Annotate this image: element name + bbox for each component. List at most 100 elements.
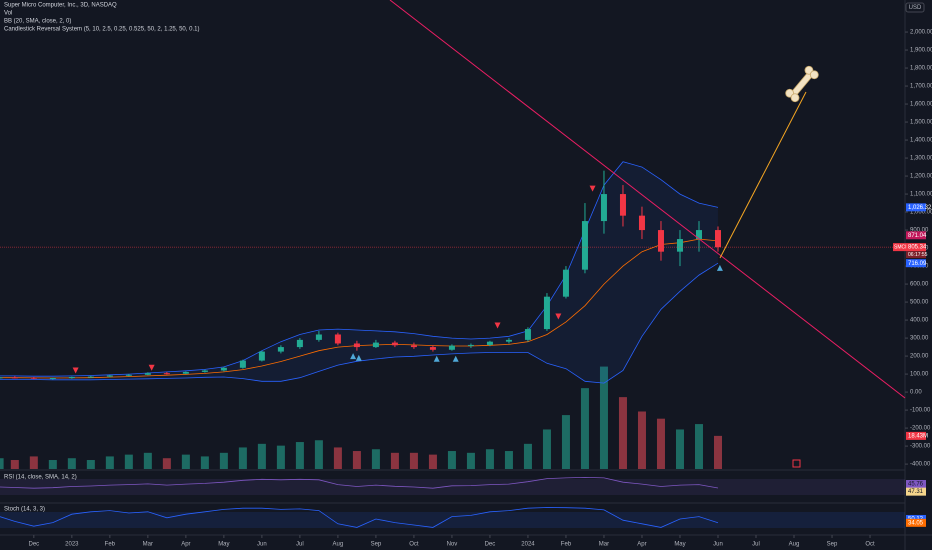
volume-bar xyxy=(181,454,190,469)
y-tick-label: 1,200.00 xyxy=(910,174,932,180)
volume-bar xyxy=(542,429,551,469)
x-tick-label: Sep xyxy=(371,542,382,548)
volume-bar xyxy=(295,442,304,469)
candle-body xyxy=(429,347,436,350)
x-tick-label: Dec xyxy=(485,542,496,548)
rsi-label: RSI (14, close, SMA, 14, 2) xyxy=(4,475,77,481)
x-tick-label: 2024 xyxy=(521,542,535,548)
candle-body xyxy=(334,334,341,344)
x-tick-label: May xyxy=(218,542,229,548)
x-tick-label: Aug xyxy=(789,542,800,548)
marker-box xyxy=(792,459,801,468)
volume-bar xyxy=(143,452,152,469)
volume-bar xyxy=(333,447,342,469)
x-tick-label: Sep xyxy=(827,542,838,548)
x-tick-label: Apr xyxy=(181,542,190,548)
volume-bar xyxy=(67,458,76,469)
currency-box[interactable] xyxy=(905,2,925,13)
stoch-tag-label: 34.05 xyxy=(908,520,924,526)
volume-bar xyxy=(675,429,684,469)
volume-bar xyxy=(409,452,418,469)
candle-body xyxy=(11,377,18,379)
x-tick-label: Aug xyxy=(333,542,344,548)
candle-body xyxy=(391,342,398,346)
signal-marker xyxy=(589,185,596,192)
rsi-tag xyxy=(906,487,926,496)
y-tick-label: 300.00 xyxy=(910,336,929,342)
y-tick-label: 1,600.00 xyxy=(910,102,932,108)
x-tick-label: Mar xyxy=(599,542,609,548)
price-tag xyxy=(906,259,926,268)
rsi-tag xyxy=(906,480,926,489)
symbol-title: Super Micro Computer, Inc., 3D, NASDAQ xyxy=(4,3,117,9)
bb-lower xyxy=(0,262,719,384)
candle-body xyxy=(296,339,303,348)
candle-body xyxy=(695,230,702,240)
candle-body xyxy=(353,343,360,348)
stoch-tag xyxy=(906,518,926,527)
candle-body xyxy=(239,360,246,368)
candle-body xyxy=(619,194,626,216)
candle-body xyxy=(714,230,721,248)
candle-body xyxy=(125,374,132,376)
y-tick-label: 400.00 xyxy=(910,318,929,324)
volume-bar xyxy=(656,418,665,469)
stoch-line xyxy=(0,507,719,528)
bb-upper xyxy=(0,161,719,377)
y-tick-label: -100.00 xyxy=(910,408,931,414)
candle-body xyxy=(315,334,322,340)
y-tick-label: 200.00 xyxy=(910,354,929,360)
currency[interactable]: USD xyxy=(909,5,922,11)
volume-bar xyxy=(523,443,532,469)
y-tick-label: 1,300.00 xyxy=(910,156,932,162)
candle-body xyxy=(543,296,550,330)
y-tick-label: 500.00 xyxy=(910,300,929,306)
y-tick-label: -400.00 xyxy=(910,462,931,468)
price-tag-label: 1,026.32 xyxy=(908,205,932,211)
candle-body xyxy=(277,347,284,352)
signal-marker xyxy=(350,353,357,360)
rsi-tag-label: 45.76 xyxy=(908,482,924,488)
x-tick-label: Oct xyxy=(409,542,419,548)
volume-bar xyxy=(694,424,703,469)
candle-body xyxy=(505,339,512,342)
y-tick-label: -200.00 xyxy=(910,426,931,432)
price-tag-label: 716.09 xyxy=(908,261,927,267)
rsi-tag-label: 47.31 xyxy=(908,489,924,495)
y-tick-label: 1,000.00 xyxy=(910,210,932,216)
volume-tag-label: 18.43M xyxy=(908,433,928,439)
rsi-band xyxy=(0,479,905,495)
volume-bar xyxy=(200,456,209,469)
candle-body xyxy=(676,239,683,252)
indicator-label: BB (20, SMA, close, 2, 0) xyxy=(4,19,71,25)
volume-bar xyxy=(257,443,266,469)
signal-marker xyxy=(494,322,501,329)
x-tick-label: May xyxy=(674,542,685,548)
volume-bar xyxy=(48,460,57,469)
volume-bar xyxy=(352,451,361,469)
x-tick-label: 2023 xyxy=(65,542,79,548)
volume-bar xyxy=(10,460,19,469)
volume-bar xyxy=(713,435,722,469)
candle-body xyxy=(467,344,474,346)
signal-marker xyxy=(72,367,79,374)
stoch-band xyxy=(0,512,905,528)
x-tick-label: Dec xyxy=(28,542,39,548)
candle-body xyxy=(0,377,3,379)
y-tick-label: 1,900.00 xyxy=(910,48,932,54)
signal-marker xyxy=(716,264,723,271)
candle-body xyxy=(524,329,531,340)
x-tick-label: Feb xyxy=(561,542,572,548)
indicator-label: Candlestick Reversal System (5, 10, 2.5,… xyxy=(4,27,199,33)
candle-body xyxy=(600,194,607,222)
symbol-tag-label: SMCI xyxy=(894,244,907,250)
signal-marker xyxy=(148,364,155,371)
volume-bar xyxy=(86,460,95,469)
indicator-label: Vol xyxy=(4,11,12,17)
x-tick-label: Jul xyxy=(752,542,760,548)
volume-bar xyxy=(124,454,133,469)
candle-body xyxy=(638,215,645,231)
candle-body xyxy=(258,351,265,361)
rsi-line xyxy=(0,476,719,489)
